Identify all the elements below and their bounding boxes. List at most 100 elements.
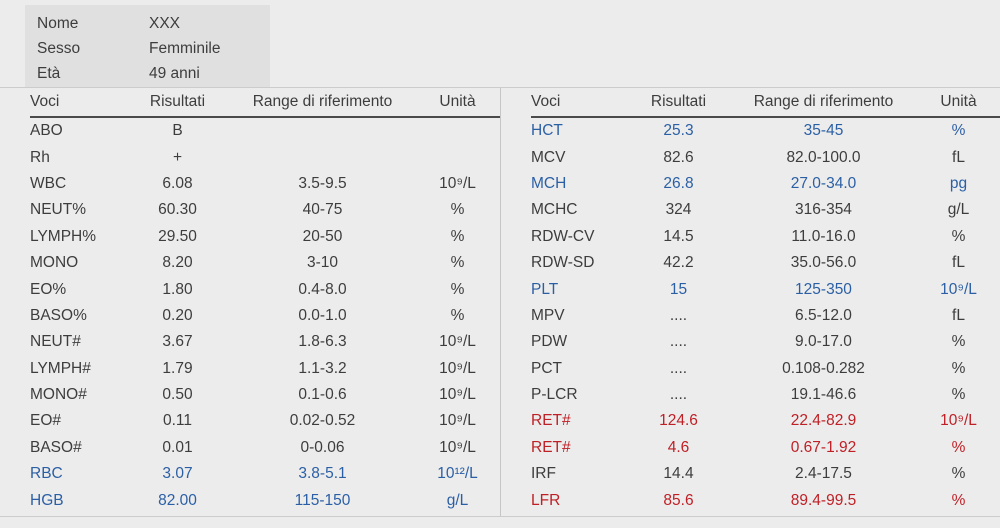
cell-unita: % [951, 491, 966, 509]
cell-voce: LYMPH% [30, 227, 97, 245]
table-row: P-LCR.... 19.1-46.6% [531, 382, 1000, 408]
cell-risultato: 82.00 [158, 491, 197, 509]
cell-unita: g/L [947, 201, 970, 219]
cell-voce: LFR [531, 491, 561, 509]
cell-range: 27.0-34.0 [790, 174, 857, 192]
cell-risultato: 1.80 [162, 280, 193, 298]
table-row: NEUT# 3.67 1.8-6.3 10⁹/L [30, 329, 500, 355]
cell-voce: Rh [30, 148, 50, 166]
cell-range: 19.1-46.6 [790, 386, 857, 404]
cell-voce: MCH [531, 174, 567, 192]
table-row: MCV 82.6 82.0-100.0 fL [531, 144, 1000, 170]
cell-voce: PDW [531, 333, 568, 351]
cell-voce: BASO# [30, 438, 82, 456]
cell-range: 40-75 [302, 201, 343, 219]
table-row: MONO# 0.50 0.1-0.6 10⁹/L [30, 382, 500, 408]
cell-voce: RBC [30, 465, 63, 483]
cell-unita: % [450, 254, 465, 272]
table-row: ABO B [30, 118, 500, 144]
table-row: MONO 8.20 3-10% [30, 250, 500, 276]
table-row: PCT.... 0.108-0.282% [531, 356, 1000, 382]
table-row: LYMPH# 1.79 1.1-3.2 10⁹/L [30, 356, 500, 382]
patient-info-row: Sesso Femminile [37, 36, 270, 61]
cell-range: 35-45 [803, 122, 844, 140]
cell-risultato: 85.6 [663, 491, 694, 509]
cell-range: 82.0-100.0 [786, 148, 861, 166]
cell-range: 89.4-99.5 [790, 491, 857, 509]
cell-range: 0.108-0.282 [782, 359, 865, 377]
cell-range: 3.5-9.5 [298, 174, 347, 192]
cell-unita: 10⁹/L [439, 412, 476, 430]
cell-range: 6.5-12.0 [795, 306, 852, 324]
cell-risultato: 0.20 [162, 306, 193, 324]
cell-range: 1.1-3.2 [298, 359, 347, 377]
cell-risultato: 6.08 [162, 174, 193, 192]
cell-risultato: + [172, 148, 183, 166]
table-row: EO# 0.11 0.02-0.52 10⁹/L [30, 408, 500, 434]
cell-unita: fL [952, 148, 965, 166]
table-row: RDW-SD 42.2 35.0-56.0 fL [531, 250, 1000, 276]
cell-risultato: 3.07 [162, 465, 193, 483]
cell-voce: PCT [531, 359, 562, 377]
cell-risultato: 42.2 [663, 254, 694, 272]
table-body-left: ABO B Rh + WBC 6.08 3.5-9.5 10⁹/L NEUT% 60.30 40-7… [30, 118, 500, 514]
cell-unita: % [951, 122, 966, 140]
cell-range: 3-10 [306, 254, 339, 272]
cell-risultato: 15 [669, 280, 688, 298]
cell-voce: MCV [531, 148, 566, 166]
cell-unita: 10⁹/L [940, 412, 977, 430]
cell-range: 125-350 [795, 280, 852, 298]
cell-unita: % [450, 280, 465, 298]
cell-risultato: .... [669, 333, 688, 351]
cell-unita: % [951, 386, 966, 404]
cell-range: 316-354 [795, 201, 852, 219]
patient-info: Nome XXX Sesso Femminile Età 49 anni [25, 5, 270, 87]
cell-voce: LYMPH# [30, 359, 91, 377]
table-row: MCH 26.8 27.0-34.0 pg [531, 171, 1000, 197]
table-row: NEUT% 60.30 40-75% [30, 197, 500, 223]
cell-unita: % [951, 333, 966, 351]
patient-age-label: Età [37, 65, 61, 82]
cell-unita: 10⁹/L [940, 280, 977, 298]
cell-risultato: 82.6 [663, 148, 694, 166]
cell-voce: PLT [531, 280, 559, 298]
patient-age-value: 49 anni [149, 65, 200, 82]
column-header-unita: Unità [940, 93, 977, 110]
cell-risultato: 1.79 [162, 359, 193, 377]
cell-risultato: 8.20 [162, 254, 193, 272]
cell-risultato: .... [669, 359, 688, 377]
cell-range: 9.0-17.0 [795, 333, 852, 351]
cell-unita: 10¹²/L [437, 465, 478, 483]
cell-voce: NEUT# [30, 333, 81, 351]
cell-unita: fL [952, 254, 965, 272]
cell-risultato: 14.4 [663, 465, 694, 483]
column-header-risultati: Risultati [149, 93, 206, 110]
table-row: IRF 14.4 2.4-17.5% [531, 461, 1000, 487]
cell-risultato: 124.6 [659, 412, 698, 430]
cell-unita: pg [949, 174, 968, 192]
cell-voce: RET# [531, 412, 571, 430]
cell-voce: NEUT% [30, 201, 86, 219]
table-row: BASO% 0.20 0.0-1.0% [30, 303, 500, 329]
patient-info-row: Età 49 anni [37, 61, 270, 86]
table-row: LYMPH% 29.50 20-50% [30, 224, 500, 250]
cell-range: 0-0.06 [300, 438, 345, 456]
results-table-left: Voci Risultati Range di riferimento Unit… [0, 88, 500, 516]
column-header-risultati: Risultati [650, 93, 707, 110]
table-header-row: Voci Risultati Range di riferimento Unit… [30, 88, 500, 118]
patient-info-row: Nome XXX [37, 11, 270, 36]
table-row: LFR 85.6 89.4-99.5% [531, 487, 1000, 513]
cell-risultato: 29.50 [158, 227, 197, 245]
table-row: HCT 25.3 35-45% [531, 118, 1000, 144]
table-row: PLT 15 125-350 10⁹/L [531, 276, 1000, 302]
cell-risultato: .... [669, 386, 688, 404]
cell-range: 20-50 [302, 227, 343, 245]
cell-range: 0.02-0.52 [289, 412, 356, 430]
cell-range: 0.67-1.92 [790, 438, 857, 456]
cell-risultato: 26.8 [663, 174, 694, 192]
table-row: PDW.... 9.0-17.0% [531, 329, 1000, 355]
cell-unita: % [951, 359, 966, 377]
cell-voce: WBC [30, 174, 67, 192]
cell-range: 3.8-5.1 [298, 465, 347, 483]
cell-risultato: 4.6 [667, 438, 690, 456]
